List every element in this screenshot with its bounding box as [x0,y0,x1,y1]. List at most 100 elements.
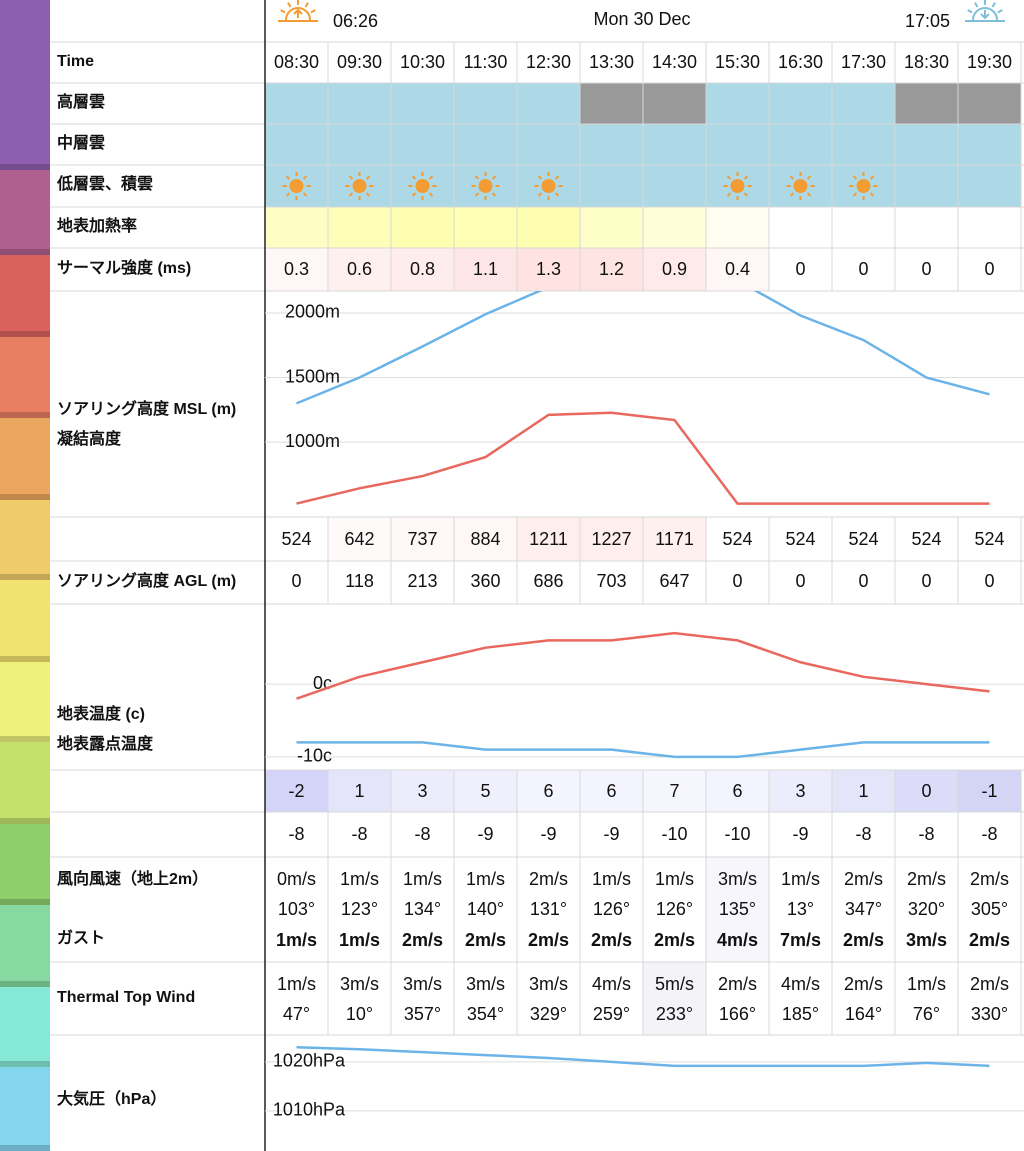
cell-value: 4m/s [781,974,820,994]
cell-value: 0 [858,571,868,591]
cell-value: -9 [603,824,619,844]
cell-value: 1171 [655,529,694,549]
row-label: サーマル強度 (ms) [57,258,191,277]
cell-value: 0 [921,571,931,591]
sun-ray [554,175,560,180]
cell-bg [328,124,391,165]
cell-value: -9 [792,824,808,844]
sun-ray [743,192,749,197]
color-band [0,418,50,500]
cell-value: 4m/s [717,930,758,950]
cell-value: 18:30 [904,52,949,72]
cell-bg [706,248,769,291]
cell-value: 131° [530,899,567,919]
cell-bg [769,248,832,291]
sun-ray [537,175,543,180]
cell-value: 123° [341,899,378,919]
cell-value: 185° [782,1004,819,1024]
row-label: Thermal Top Wind [57,989,195,1006]
cell-bg [895,248,958,291]
cell-value: 0.9 [662,259,687,279]
cell-value: 524 [974,529,1004,549]
cell-bg [958,517,1021,561]
cell-value: 16:30 [778,52,823,72]
cell-value: 2m/s [528,930,569,950]
cell-value: 2m/s [844,869,883,889]
cell-bg [580,248,643,291]
cell-bg [580,124,643,165]
cell-bg [895,165,958,207]
cell-value: 2m/s [591,930,632,950]
cell-value: -1 [981,781,997,801]
cell-value: 305° [971,899,1008,919]
sun-horizon-icon [972,7,998,21]
cell-value: 524 [911,529,941,549]
cell-bg [643,124,706,165]
cell-bg [454,770,517,812]
sun-ray [852,192,858,197]
sun-ray [428,192,434,197]
ray [997,9,1003,14]
cell-value: 1m/s [466,869,505,889]
cell-value: 0.6 [347,259,372,279]
cell-bg [769,124,832,165]
cell-bg [580,207,643,248]
cell-bg [265,248,328,291]
ray [310,9,316,14]
sun-ray [789,192,795,197]
cell-value: 6 [543,781,553,801]
cell-bg [328,248,391,291]
cell-bg [706,857,769,962]
cell-value: -8 [855,824,871,844]
ray [280,9,286,14]
sun-ray [554,192,560,197]
cell-bg [769,83,832,124]
cell-value: 7m/s [780,930,821,950]
cell-value: 140° [467,899,504,919]
cell-value: 354° [467,1004,504,1024]
cell-bg [895,517,958,561]
cell-bg [517,248,580,291]
cell-bg [328,770,391,812]
cell-bg [643,517,706,561]
cell-value: 3 [417,781,427,801]
cell-value: 126° [593,899,630,919]
cell-value: 3m/s [403,974,442,994]
sun-ray [743,175,749,180]
cell-bg [706,517,769,561]
cell-value: 12:30 [526,52,571,72]
cell-value: 259° [593,1004,630,1024]
cell-value: 1m/s [907,974,946,994]
ray [304,2,309,8]
cell-value: 15:30 [715,52,760,72]
cell-value: 4m/s [592,974,631,994]
cell-value: 0 [984,259,994,279]
row-label: 低層雲、積雲 [56,174,153,193]
cell-value: 0 [858,259,868,279]
sun-icon [289,179,304,193]
cell-value: 103° [278,899,315,919]
row-label: 中層雲 [57,133,105,152]
cell-value: 2m/s [465,930,506,950]
cell-value: 3m/s [529,974,568,994]
cell-bg [706,83,769,124]
band-shade [0,818,50,824]
cell-value: 0 [732,571,742,591]
band-shade [0,981,50,987]
cell-bg [706,124,769,165]
band-shade [0,249,50,255]
cell-value: 1.3 [536,259,561,279]
sun-ray [428,175,434,180]
cell-bg [265,770,328,812]
cell-value: 524 [722,529,752,549]
cell-bg [454,83,517,124]
cell-value: 1.1 [473,259,498,279]
cell-value: 1 [858,781,868,801]
band-shade [0,899,50,905]
cell-value: 642 [344,529,374,549]
cell-bg [832,124,895,165]
cell-value: 14:30 [652,52,697,72]
cell-value: 2m/s [843,930,884,950]
cell-bg [454,124,517,165]
cell-bg [895,83,958,124]
